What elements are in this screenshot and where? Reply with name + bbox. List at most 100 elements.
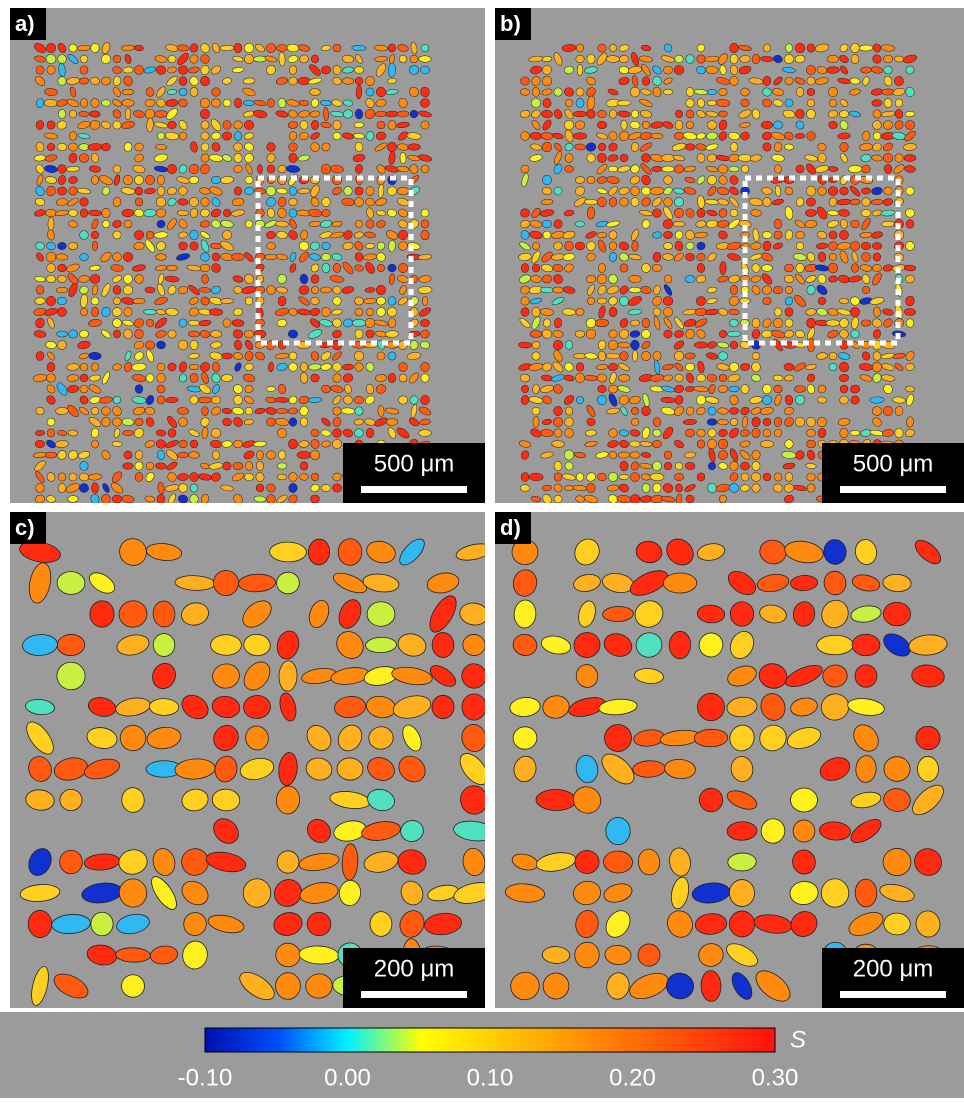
glyph bbox=[35, 164, 45, 174]
glyph bbox=[663, 231, 673, 239]
glyph bbox=[134, 197, 144, 207]
glyph bbox=[751, 450, 761, 460]
glyph bbox=[696, 241, 706, 251]
glyph bbox=[211, 395, 221, 405]
glyph bbox=[212, 663, 240, 689]
glyph bbox=[112, 230, 122, 240]
glyph bbox=[828, 262, 838, 274]
glyph bbox=[68, 142, 78, 152]
glyph bbox=[608, 306, 618, 318]
glyph bbox=[211, 208, 221, 218]
glyph bbox=[338, 879, 362, 907]
glyph bbox=[872, 264, 882, 272]
glyph bbox=[850, 219, 860, 229]
glyph bbox=[806, 472, 816, 482]
glyph bbox=[144, 239, 156, 253]
glyph bbox=[663, 374, 673, 382]
glyph bbox=[629, 494, 641, 503]
glyph bbox=[398, 395, 408, 405]
glyph bbox=[542, 175, 552, 185]
glyph bbox=[364, 287, 376, 293]
glyph bbox=[685, 121, 695, 129]
glyph bbox=[355, 84, 363, 100]
glyph bbox=[88, 352, 102, 360]
glyph bbox=[531, 120, 541, 130]
glyph bbox=[364, 109, 376, 119]
glyph bbox=[652, 76, 662, 86]
glyph bbox=[629, 330, 641, 338]
glyph bbox=[674, 208, 684, 218]
glyph bbox=[805, 209, 817, 217]
glyph bbox=[200, 64, 210, 76]
glyph bbox=[145, 87, 155, 97]
glyph bbox=[276, 462, 288, 470]
glyph bbox=[420, 44, 430, 52]
glyph bbox=[298, 251, 310, 263]
glyph bbox=[606, 285, 620, 295]
glyph bbox=[542, 274, 552, 284]
glyph bbox=[89, 165, 101, 173]
glyph bbox=[849, 77, 861, 85]
glyph bbox=[266, 142, 276, 152]
glyph bbox=[839, 250, 849, 264]
glyph bbox=[694, 341, 708, 349]
glyph bbox=[608, 197, 618, 207]
glyph bbox=[297, 188, 311, 194]
glyph bbox=[201, 426, 209, 440]
glyph bbox=[90, 98, 100, 108]
glyph bbox=[616, 99, 632, 107]
glyph bbox=[407, 143, 421, 151]
glyph bbox=[332, 131, 342, 141]
glyph bbox=[200, 239, 210, 253]
glyph bbox=[374, 111, 388, 117]
glyph bbox=[34, 440, 46, 448]
glyph bbox=[387, 43, 397, 53]
glyph bbox=[825, 319, 841, 327]
glyph bbox=[598, 350, 606, 362]
glyph bbox=[552, 330, 564, 338]
glyph bbox=[189, 439, 199, 449]
glyph bbox=[696, 543, 726, 561]
glyph bbox=[376, 87, 386, 97]
glyph bbox=[707, 428, 717, 438]
glyph bbox=[708, 461, 716, 471]
glyph bbox=[607, 154, 619, 162]
glyph bbox=[609, 109, 617, 119]
glyph bbox=[751, 352, 761, 360]
glyph bbox=[892, 88, 906, 96]
glyph bbox=[112, 318, 122, 328]
glyph bbox=[539, 209, 555, 217]
glyph bbox=[34, 43, 46, 53]
glyph bbox=[750, 154, 762, 162]
glyph bbox=[862, 130, 870, 142]
glyph bbox=[366, 308, 374, 316]
glyph bbox=[717, 438, 729, 450]
glyph bbox=[276, 231, 288, 239]
glyph bbox=[512, 634, 538, 656]
glyph bbox=[883, 54, 893, 64]
glyph bbox=[826, 66, 840, 74]
glyph bbox=[854, 664, 878, 688]
glyph bbox=[729, 461, 739, 471]
glyph bbox=[905, 65, 915, 75]
glyph bbox=[729, 472, 739, 482]
glyph bbox=[200, 43, 210, 53]
glyph bbox=[44, 99, 58, 107]
glyph bbox=[211, 450, 221, 460]
glyph bbox=[310, 484, 320, 492]
glyph bbox=[418, 154, 432, 162]
glyph bbox=[774, 307, 782, 317]
glyph bbox=[609, 44, 617, 52]
glyph bbox=[222, 461, 232, 471]
glyph bbox=[575, 55, 585, 63]
glyph bbox=[872, 361, 882, 373]
glyph bbox=[698, 632, 724, 658]
glyph bbox=[904, 130, 916, 142]
glyph bbox=[870, 199, 884, 205]
glyph bbox=[541, 946, 571, 964]
glyph bbox=[882, 153, 894, 163]
glyph bbox=[56, 429, 68, 437]
colorbar-tick-label: 0.10 bbox=[467, 1064, 514, 1091]
glyph bbox=[792, 819, 816, 843]
glyph bbox=[134, 175, 144, 185]
